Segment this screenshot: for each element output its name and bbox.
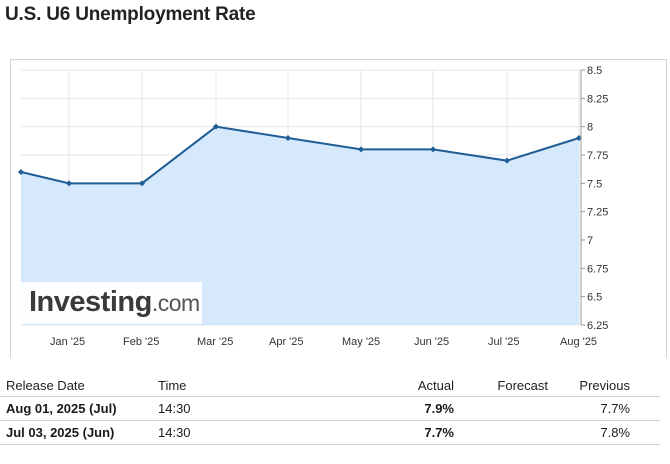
x-tick-label: Apr '25 [269,336,304,348]
row-release-date: Aug 01, 2025 (Jul) [6,401,117,416]
y-tick-label: 7.75 [587,150,608,162]
x-tick-label: Aug '25 [560,336,597,348]
header-forecast[interactable]: Forecast [497,378,548,393]
area-fill [21,126,579,326]
y-tick-label: 7.25 [587,207,608,219]
x-tick-label: Mar '25 [197,336,233,348]
data-point [504,157,510,164]
row-actual: 7.7% [424,425,454,440]
table-header-row: Release Date Time Actual Forecast Previo… [0,374,660,397]
data-point [430,146,436,153]
x-tick-label: Jun '25 [414,336,449,348]
header-release-date[interactable]: Release Date [6,378,85,393]
y-tick-label: 8 [587,122,593,134]
row-previous: 7.7% [600,401,630,416]
row-release-date: Jul 03, 2025 (Jun) [6,425,115,440]
data-point [213,123,219,130]
table-row: Aug 01, 2025 (Jul) 14:30 7.9% 7.7% [0,397,660,421]
y-tick-label: 6.25 [587,320,608,332]
release-table: Release Date Time Actual Forecast Previo… [0,374,660,445]
row-actual: 7.9% [424,401,454,416]
row-time: 14:30 [158,401,191,416]
y-tick-label: 6.75 [587,263,608,275]
data-point [66,180,72,187]
header-previous[interactable]: Previous [579,378,630,393]
y-tick-label: 8.5 [587,65,602,77]
investing-logo: Investing.com [21,282,202,324]
header-actual[interactable]: Actual [417,378,454,393]
y-tick-label: 7.5 [587,178,602,190]
x-tick-label: Feb '25 [123,336,159,348]
row-time: 14:30 [158,425,191,440]
chart: 8.5 8.25 8 7.75 7.5 7.25 7 6.75 6.5 6.25 Jan '25 Fe… [18,65,608,348]
x-tick-label: May '25 [342,336,380,348]
y-tick-label: 8.25 [587,93,608,105]
data-point [285,135,291,141]
logo-wordmark: Investing [29,286,152,318]
row-previous: 7.8% [600,425,630,440]
data-point [358,146,364,153]
logo-suffix: .com [151,290,200,316]
x-tick-label: Jan '25 [50,336,85,348]
data-point [18,169,24,175]
table-row: Jul 03, 2025 (Jun) 14:30 7.7% 7.8% [0,421,660,445]
data-point [139,180,145,187]
page-title: U.S. U6 Unemployment Rate [5,4,256,25]
y-tick-label: 6.5 [587,292,602,304]
header-time[interactable]: Time [158,378,187,393]
chart-frame [10,59,667,358]
y-tick-label: 7 [587,235,593,247]
x-tick-label: Jul '25 [488,336,519,348]
